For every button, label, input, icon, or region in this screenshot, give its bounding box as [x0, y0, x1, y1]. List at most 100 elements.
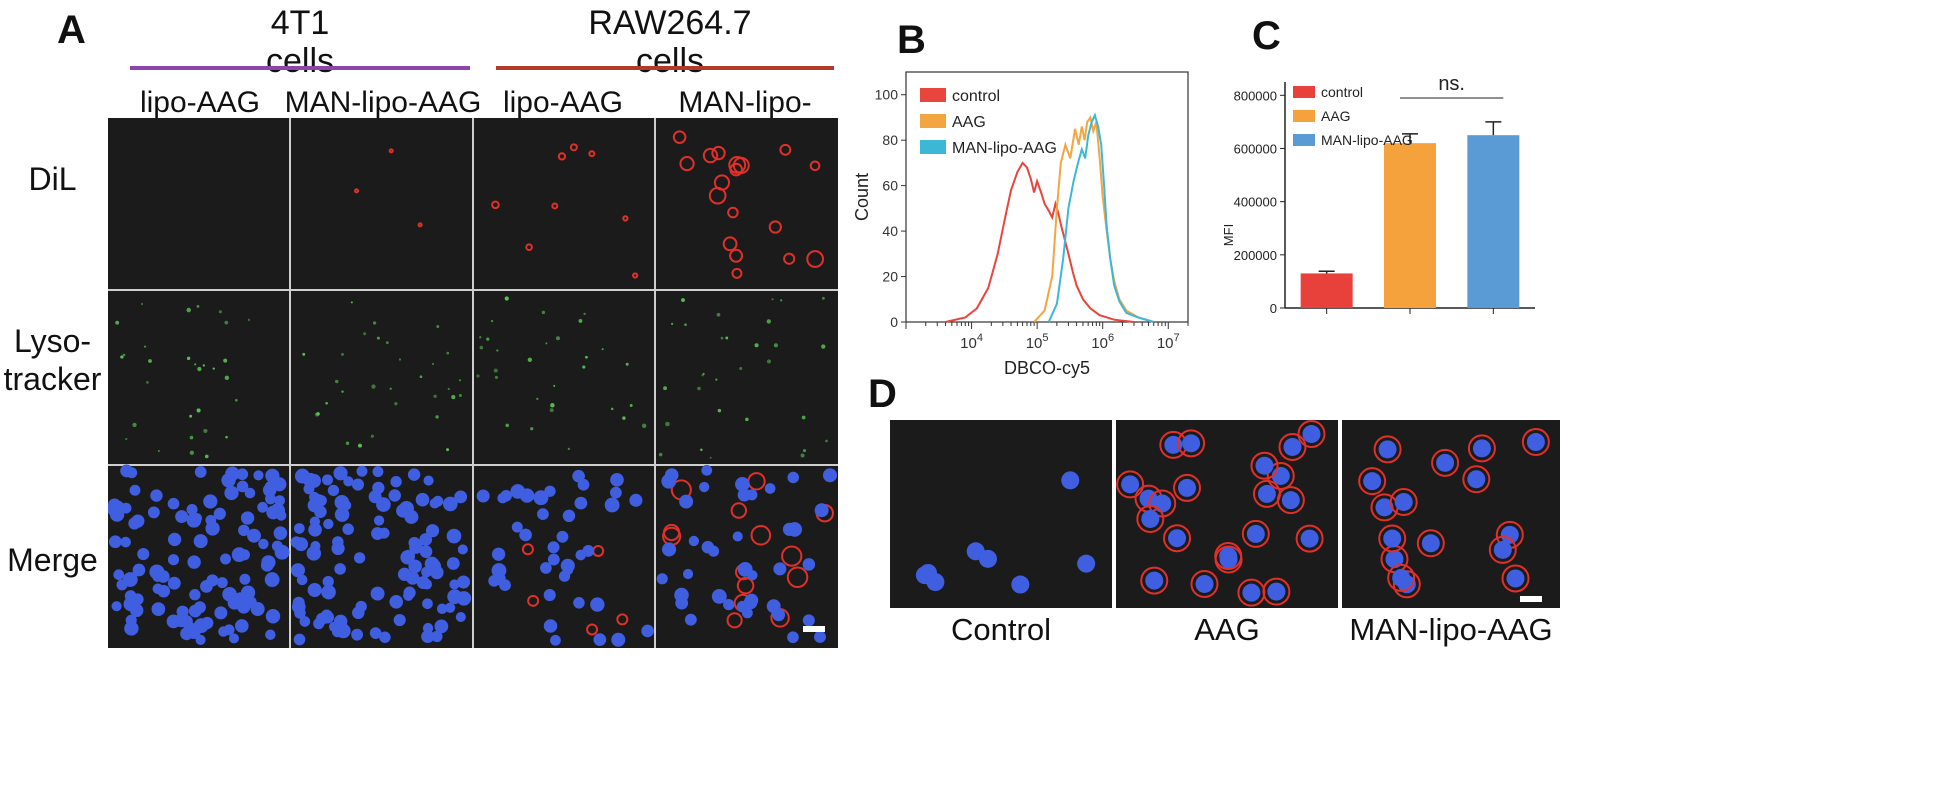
nucleus — [562, 564, 574, 576]
nucleus — [213, 507, 226, 520]
nucleus — [415, 492, 430, 507]
nuclei-signal — [108, 464, 838, 647]
lyso-speck — [435, 415, 439, 419]
merge-dil-ring — [747, 472, 766, 491]
nucleus — [390, 476, 402, 488]
cell-membrane — [1140, 566, 1169, 595]
lyso-speck — [496, 349, 499, 352]
nucleus — [454, 490, 468, 504]
cell-membrane — [1136, 504, 1165, 533]
nucleus — [735, 476, 750, 492]
nucleus — [333, 466, 348, 481]
lyso-speck — [357, 443, 362, 448]
lyso-speck — [302, 352, 306, 356]
merge-dil-ring — [781, 545, 803, 567]
lyso-speck — [641, 423, 647, 429]
lyso-speck — [224, 320, 229, 325]
dil-spot — [806, 250, 825, 268]
nucleus — [641, 624, 654, 638]
nucleus — [737, 488, 751, 502]
lysotracker-signal — [115, 296, 828, 459]
cell-membrane — [1389, 487, 1418, 516]
nucleus — [711, 588, 727, 604]
cell-nucleus — [1011, 575, 1030, 594]
nucleus — [743, 595, 758, 610]
dil-spot — [727, 206, 739, 219]
lyso-speck — [350, 301, 353, 304]
x-axis-label: DBCO-cy5 — [1004, 358, 1090, 378]
nucleus — [802, 558, 816, 571]
lyso-speck — [545, 342, 548, 345]
nucleus — [236, 468, 249, 481]
nucleus — [510, 484, 526, 499]
nucleus — [244, 487, 256, 499]
nucleus — [813, 630, 826, 643]
nucleus — [290, 536, 303, 548]
nucleus — [446, 528, 462, 544]
cell-membrane — [1501, 564, 1530, 593]
nucleus — [732, 531, 743, 542]
nucleus — [573, 597, 585, 609]
lyso-speck — [436, 325, 440, 328]
group-4t1-line1: 4T1 — [270, 4, 330, 42]
cell-nucleus — [1300, 529, 1319, 548]
nucleus — [180, 627, 194, 641]
lyso-speck — [122, 353, 126, 357]
lyso-speck — [527, 357, 533, 362]
cell-nucleus — [978, 549, 997, 568]
nucleus — [476, 489, 490, 503]
cell-membrane — [1190, 569, 1219, 598]
merge-dil-ring — [736, 576, 755, 595]
cell-membrane — [1163, 524, 1192, 553]
cell-nucleus — [1242, 583, 1261, 602]
nucleus — [574, 496, 588, 510]
nucleus — [205, 514, 217, 526]
lyso-speck — [223, 358, 228, 363]
cell-membrane — [1173, 473, 1202, 502]
lyso-speck — [479, 336, 482, 339]
x-tick-exp: 7 — [1174, 332, 1180, 344]
nucleus — [421, 578, 433, 590]
nucleus — [137, 548, 150, 561]
nucleus — [342, 523, 354, 535]
y-tick-label: 0 — [890, 314, 898, 330]
nucleus — [167, 576, 181, 590]
cell-membrane — [1488, 535, 1517, 564]
lyso-speck — [567, 447, 570, 451]
x-tick-base: 10 — [1091, 335, 1108, 352]
mfi-bar-chart: 0 200000 400000 600000 800000 MFI ns. control AA… — [1221, 73, 1535, 316]
nucleus — [457, 544, 468, 555]
y-tick-label: 100 — [875, 87, 899, 103]
nucleus — [372, 481, 385, 495]
nucleus — [258, 538, 269, 550]
nucleus — [120, 536, 131, 548]
cell-membrane — [1252, 479, 1281, 508]
lyso-speck — [536, 397, 539, 400]
merge-dil-ring — [521, 543, 534, 556]
lyso-speck — [709, 456, 712, 459]
nucleus — [228, 633, 239, 644]
legend-label: MAN-lipo-AAG — [1321, 132, 1413, 148]
lyso-speck — [754, 343, 759, 348]
nucleus — [425, 524, 440, 538]
nucleus — [431, 630, 443, 643]
lyso-speck — [671, 322, 674, 325]
column-label-3: lipo-AAG — [502, 86, 624, 119]
cell-membrane — [1214, 542, 1243, 571]
nucleus — [294, 607, 306, 619]
nucleus — [422, 622, 434, 634]
cell-nucleus — [1526, 433, 1545, 452]
nucleus — [422, 598, 433, 610]
lyso-speck — [146, 381, 149, 384]
nucleus — [186, 503, 198, 516]
nucleus — [814, 503, 829, 518]
y-tick-label: 800000 — [1234, 88, 1277, 103]
lyso-speck — [665, 421, 670, 427]
cell-membrane — [1431, 448, 1460, 477]
nucleus — [547, 541, 560, 554]
microscopy-grid-image — [108, 118, 838, 648]
nucleus — [432, 495, 444, 507]
lyso-speck — [212, 367, 215, 370]
legend-label: MAN-lipo-AAG — [952, 140, 1057, 157]
cell-nucleus — [1500, 525, 1519, 544]
